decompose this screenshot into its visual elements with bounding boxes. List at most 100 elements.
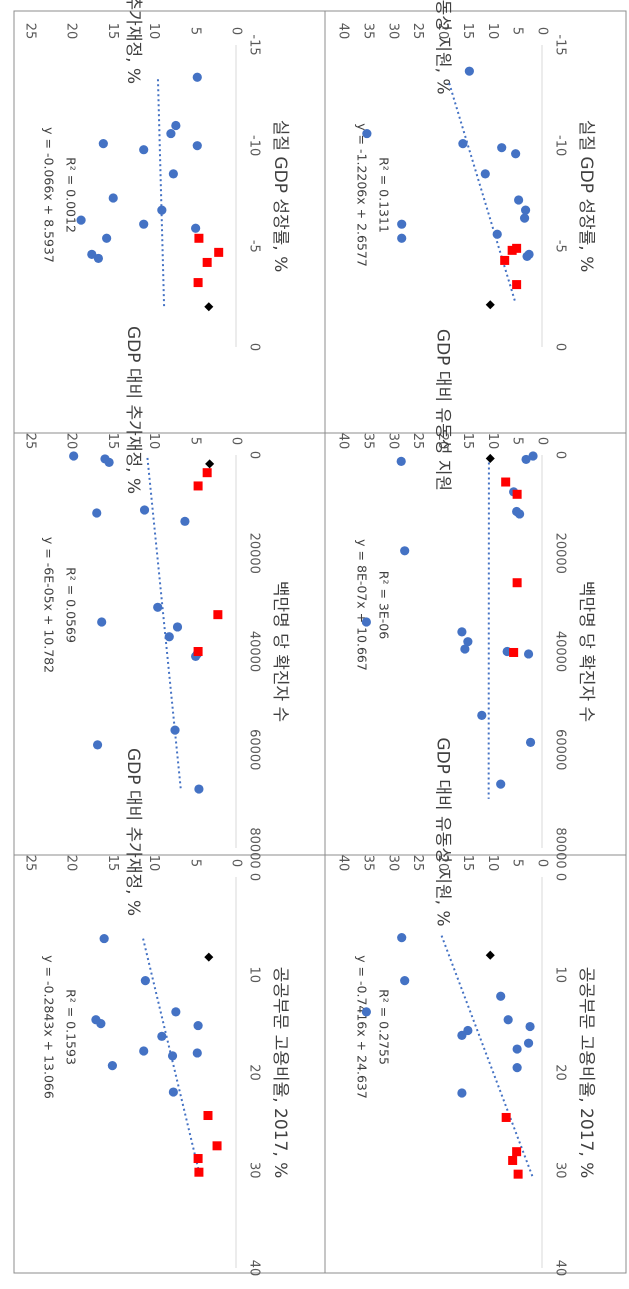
x-axis-title: 실질 GDP 성장률, % (270, 120, 290, 272)
data-point-circle (139, 219, 149, 229)
y-tick-label: 20 (64, 855, 79, 872)
panel-bottom-middle: 0200004000060000800000510152025303540백만명… (336, 329, 597, 869)
x-tick-label: 40000 (247, 631, 262, 672)
data-point-circle (166, 128, 176, 139)
y-tick-label: 0 (535, 859, 550, 867)
y-tick-label: 5 (187, 27, 202, 35)
data-point-square (193, 278, 203, 288)
trendline-r-squared: R² = 0.2755 (377, 989, 392, 1065)
data-point-circle (457, 1030, 467, 1040)
data-point-circle (525, 1021, 535, 1032)
x-tick-label: 40 (553, 1260, 568, 1277)
data-point-circle (171, 120, 181, 131)
data-point-circle (69, 451, 79, 461)
data-point-diamond (204, 302, 214, 312)
data-point-circle (361, 1007, 371, 1017)
x-tick-label: -10 (553, 135, 568, 156)
y-tick-label: 10 (146, 855, 161, 872)
data-point-circle (492, 229, 502, 239)
trendline-r-squared: R² = 3E-06 (377, 571, 392, 639)
data-point-circle (400, 546, 410, 556)
data-point-square (500, 255, 510, 265)
trendline-equation: y = -1.2206x + 2.6577 (355, 123, 370, 267)
data-point-square (202, 468, 212, 478)
y-tick-label: 5 (187, 437, 202, 445)
data-point-circle (460, 644, 470, 654)
trendline (440, 935, 535, 1179)
y-tick-label: 20 (435, 433, 450, 450)
data-point-diamond (485, 950, 495, 960)
data-point-circle (397, 219, 407, 229)
x-tick-label: 0 (553, 451, 568, 459)
y-tick-label: 15 (105, 855, 120, 872)
data-point-circle (463, 637, 473, 647)
data-point-circle (92, 740, 103, 750)
trendline-equation: y = -0.2843x + 13.066 (42, 955, 57, 1099)
y-tick-label: 35 (360, 23, 375, 40)
data-point-square (508, 1155, 518, 1165)
trendline-r-squared: R² = 0.1593 (64, 989, 79, 1065)
data-point-circle (172, 622, 183, 632)
data-point-circle (139, 145, 149, 155)
data-point-square (512, 1147, 522, 1157)
trendline (448, 82, 517, 303)
data-point-circle (192, 72, 202, 82)
data-point-circle (194, 784, 204, 794)
y-tick-label: 25 (410, 23, 425, 40)
y-tick-label: 10 (485, 433, 500, 450)
data-point-circle (464, 66, 474, 76)
y-tick-label: 10 (485, 23, 500, 40)
trendline-equation: y = -6E-05x + 10.782 (42, 537, 57, 673)
data-point-circle (102, 233, 112, 243)
x-tick-label: 20 (247, 1064, 262, 1081)
x-tick-label: -15 (247, 34, 262, 55)
data-point-circle (191, 223, 201, 233)
y-tick-label: 40 (336, 433, 351, 450)
x-axis-title: 백만명 당 확진자 수 (576, 581, 596, 722)
data-point-square (512, 578, 522, 588)
x-tick-label: 0 (247, 873, 262, 881)
y-tick-label: 10 (146, 433, 161, 450)
y-tick-label: 0 (229, 437, 244, 445)
x-axis-title: 백만명 당 확진자 수 (270, 581, 290, 722)
data-point-circle (520, 205, 531, 215)
panel-bottom-left: 0 10 20 30 40 0 5 10 15 20 25 30 35 40 공공부문 고용비율, 2017… (336, 737, 597, 1276)
data-point-circle (525, 737, 536, 747)
data-point-circle (503, 1015, 513, 1025)
data-point-circle (104, 457, 114, 467)
y-tick-label: 25 (410, 855, 425, 872)
y-tick-label: 20 (435, 855, 450, 872)
data-point-circle (528, 451, 538, 461)
y-tick-label: 5 (510, 437, 525, 445)
x-tick-label: 80000 (553, 827, 568, 868)
data-point-circle (512, 1044, 522, 1054)
data-point-circle (515, 509, 525, 519)
y-tick-label: 15 (460, 855, 475, 872)
y-tick-label: 15 (105, 433, 120, 450)
y-tick-label: 25 (23, 433, 38, 450)
x-tick-label: 20000 (553, 533, 568, 574)
y-tick-label: 40 (336, 855, 351, 872)
x-tick-label: 30 (553, 1162, 568, 1179)
x-axis-title: 공공부문 고용비율, 2017, % (270, 967, 290, 1179)
y-tick-label: 15 (460, 23, 475, 40)
trendline-r-squared: R² = 0.1311 (377, 157, 392, 233)
data-point-circle (400, 976, 410, 986)
data-point-circle (192, 141, 202, 151)
y-tick-label: 5 (510, 859, 525, 867)
data-point-square (501, 477, 511, 487)
data-point-circle (519, 213, 530, 223)
data-point-square (193, 481, 203, 491)
data-point-circle (521, 454, 531, 465)
y-tick-label: 10 (146, 23, 161, 40)
y-axis-title: GDP 대비 추가재정, % (123, 748, 143, 916)
data-point-circle (168, 1087, 178, 1097)
x-tick-label: 10 (247, 966, 262, 983)
trendline-equation: y = 8E-07x + 10.667 (355, 539, 370, 671)
data-point-circle (522, 251, 532, 261)
y-tick-label: 35 (360, 433, 375, 450)
y-tick-label: 30 (385, 855, 400, 872)
